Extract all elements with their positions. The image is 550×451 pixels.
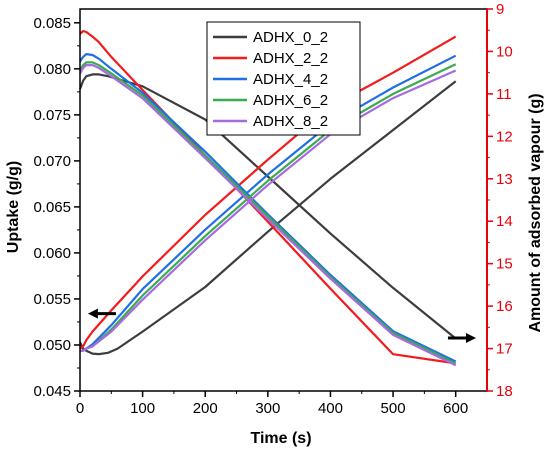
y-tick-label-6: 0.075: [33, 107, 71, 124]
y2-tick-label-8: 17: [496, 341, 513, 358]
y-axis-left-title: Uptake (g/g): [5, 161, 22, 253]
y-axis-right-title: Amount of adsorbed vapour (g): [527, 93, 544, 332]
x-tick-label-3: 300: [255, 400, 280, 417]
y-axis-left: 0.045 0.050 0.055 0.060 0.065 0.070 0.075 0.080…: [33, 15, 80, 400]
legend-label-4: ADHX_8_2: [253, 113, 328, 130]
y2-tick-label-0: 9: [496, 1, 504, 18]
legend-label-2: ADHX_4_2: [253, 71, 328, 88]
x-tick-label-6: 600: [443, 400, 468, 417]
arrow-left-icon: [87, 308, 98, 319]
series-uptake-3: [79, 61, 457, 365]
y-tick-label-1: 0.050: [33, 337, 71, 354]
y-tick-label-5: 0.070: [33, 153, 71, 170]
x-tick-label-1: 100: [130, 400, 155, 417]
y-tick-label-3: 0.060: [33, 245, 71, 262]
series-uptake-4: [79, 63, 457, 367]
legend-label-3: ADHX_6_2: [253, 92, 328, 109]
x-axis: 0 100 200 300 400 500 600: [76, 391, 468, 417]
legend-label-1: ADHX_2_2: [253, 50, 328, 67]
series-uptake-1: [79, 30, 456, 365]
y-axis-right: 9 10 11 12 13 14 15 16 17 18: [487, 1, 513, 400]
y2-tick-label-6: 15: [496, 256, 513, 273]
y2-tick-label-7: 16: [496, 298, 513, 315]
y2-tick-label-1: 10: [496, 43, 513, 60]
y2-tick-label-5: 14: [496, 213, 513, 230]
series-uptake-2: [79, 52, 457, 363]
y-tick-label-4: 0.065: [33, 199, 71, 216]
y-tick-label-8: 0.085: [33, 15, 71, 32]
x-tick-label-4: 400: [318, 400, 343, 417]
axis-arrows: [87, 308, 476, 343]
y2-tick-label-4: 13: [496, 171, 513, 188]
arrow-right-icon: [465, 332, 476, 343]
x-tick-label-5: 500: [381, 400, 406, 417]
y2-tick-label-9: 18: [496, 383, 513, 400]
y-tick-label-2: 0.055: [33, 291, 71, 308]
y-tick-label-0: 0.045: [33, 383, 71, 400]
y2-tick-label-2: 11: [496, 86, 512, 103]
legend-label-0: ADHX_0_2: [253, 29, 328, 46]
x-tick-label-0: 0: [76, 400, 84, 417]
x-axis-title: Time (s): [250, 430, 311, 447]
series-adsorbed-0: [79, 80, 457, 356]
y-tick-label-7: 0.080: [33, 61, 71, 78]
y2-tick-label-3: 12: [496, 128, 513, 145]
legend: ADHX_0_2 ADHX_2_2 ADHX_4_2 ADHX_6_2 ADHX_8_2: [206, 21, 361, 136]
x-tick-label-2: 200: [193, 400, 218, 417]
